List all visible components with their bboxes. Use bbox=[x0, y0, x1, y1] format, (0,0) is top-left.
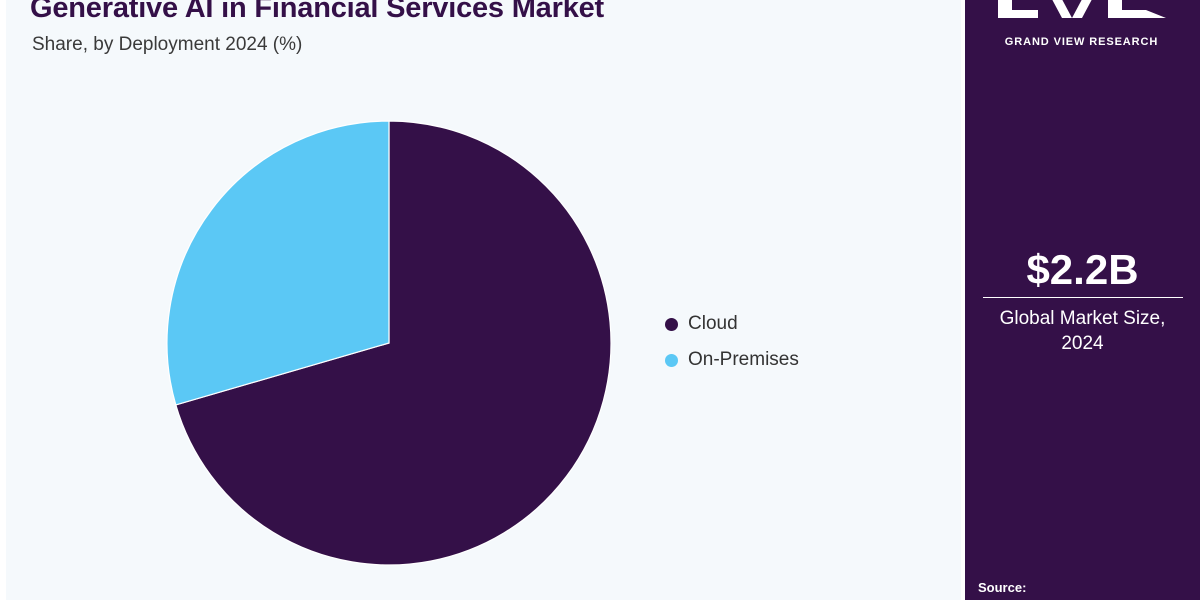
legend-label-cloud: Cloud bbox=[688, 313, 738, 334]
chart-panel: Generative AI in Financial Services Mark… bbox=[6, 0, 961, 600]
source-label: Source: bbox=[978, 580, 1027, 595]
divider bbox=[983, 297, 1183, 298]
gvr-logo-icon bbox=[998, 0, 1166, 18]
chart-title: Generative AI in Financial Services Mark… bbox=[30, 0, 605, 24]
market-size-caption: Global Market Size, 2024 bbox=[965, 306, 1200, 356]
chart-subtitle: Share, by Deployment 2024 (%) bbox=[32, 34, 303, 55]
pie-slice-cloud bbox=[175, 120, 612, 566]
legend-item-on-premises: On-Premises bbox=[665, 348, 799, 372]
info-sidebar: GRAND VIEW RESEARCH $2.2B Global Market … bbox=[965, 0, 1200, 600]
legend-swatch-cloud bbox=[665, 317, 678, 331]
pie-slice-on-premises bbox=[166, 120, 390, 406]
market-size-caption-line2: 2024 bbox=[1061, 333, 1104, 354]
brand-name: GRAND VIEW RESEARCH bbox=[1004, 36, 1159, 48]
market-size-caption-line1: Global Market Size, bbox=[999, 308, 1166, 329]
legend-swatch-on-premises bbox=[665, 353, 678, 367]
pie-chart bbox=[166, 120, 612, 566]
legend-label-on-premises: On-Premises bbox=[688, 349, 799, 370]
legend-item-cloud: Cloud bbox=[665, 312, 738, 336]
market-size-value: $2.2B bbox=[1026, 246, 1139, 293]
